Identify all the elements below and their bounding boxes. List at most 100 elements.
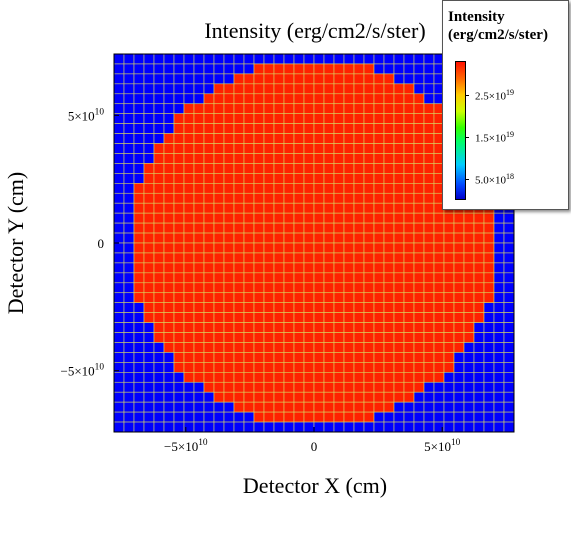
- y-tick-label: 5×1010: [68, 107, 105, 123]
- heatmap-cell: [333, 232, 345, 244]
- heatmap-cell: [193, 192, 205, 204]
- heatmap-cell: [183, 252, 195, 264]
- heatmap-cell: [473, 312, 485, 323]
- heatmap-cell: [313, 63, 325, 75]
- heatmap-cell: [363, 83, 375, 95]
- heatmap-cell: [363, 292, 375, 303]
- heatmap-cell: [253, 183, 265, 194]
- heatmap-cell: [293, 143, 305, 154]
- heatmap-cell: [273, 192, 285, 204]
- heatmap-cell: [313, 123, 325, 134]
- heatmap-cell: [473, 232, 485, 244]
- heatmap-cell: [313, 113, 325, 124]
- heatmap-cell: [473, 262, 485, 274]
- x-tick-label: 5×1010: [424, 438, 461, 454]
- heatmap-cell: [283, 93, 295, 105]
- heatmap-cell: [193, 83, 205, 95]
- heatmap-cell: [143, 332, 155, 343]
- heatmap-cell: [113, 53, 125, 65]
- heatmap-cell: [383, 411, 395, 423]
- heatmap-cell: [143, 173, 155, 184]
- heatmap-cell: [403, 322, 415, 333]
- heatmap-cell: [213, 113, 225, 124]
- heatmap-cell: [293, 83, 305, 95]
- heatmap-cell: [203, 391, 215, 403]
- heatmap-cell: [143, 93, 155, 105]
- heatmap-cell: [183, 302, 195, 313]
- heatmap-cell: [353, 63, 365, 75]
- heatmap-cell: [233, 163, 245, 174]
- heatmap-cell: [383, 421, 395, 433]
- heatmap-cell: [293, 411, 305, 423]
- heatmap-cell: [273, 103, 285, 114]
- heatmap-cell: [133, 113, 145, 124]
- heatmap-cell: [153, 411, 165, 423]
- heatmap-cell: [173, 202, 185, 214]
- heatmap-cell: [213, 202, 225, 214]
- heatmap-cell: [283, 252, 295, 264]
- heatmap-cell: [173, 103, 185, 114]
- heatmap-cell: [143, 372, 155, 383]
- heatmap-cell: [403, 391, 415, 403]
- heatmap-cell: [193, 312, 205, 323]
- heatmap-cell: [373, 322, 385, 333]
- heatmap-cell: [353, 202, 365, 214]
- heatmap-cell: [133, 103, 145, 114]
- heatmap-cell: [343, 381, 355, 393]
- heatmap-cell: [333, 362, 345, 373]
- heatmap-cell: [343, 242, 355, 254]
- heatmap-cell: [223, 332, 235, 343]
- heatmap-cell: [193, 391, 205, 403]
- x-axis-label: Detector X (cm): [243, 473, 387, 498]
- x-tick-label: −5×1010: [164, 438, 208, 454]
- heatmap-cell: [163, 391, 175, 403]
- heatmap-cell: [283, 421, 295, 433]
- heatmap-cell: [123, 381, 135, 393]
- heatmap-cell: [473, 212, 485, 224]
- heatmap-cell: [383, 391, 395, 403]
- heatmap-cell: [243, 113, 255, 124]
- heatmap-cell: [313, 322, 325, 333]
- heatmap-cell: [403, 302, 415, 313]
- heatmap-cell: [243, 173, 255, 184]
- heatmap-cell: [193, 222, 205, 234]
- heatmap-cell: [253, 262, 265, 274]
- heatmap-cell: [413, 232, 425, 244]
- heatmap-cell: [373, 312, 385, 323]
- chart-title: Intensity (erg/cm2/s/ster): [204, 18, 425, 43]
- heatmap-cell: [143, 401, 155, 413]
- heatmap-cell: [273, 352, 285, 363]
- heatmap-cell: [363, 362, 375, 373]
- heatmap-cell: [263, 192, 275, 204]
- heatmap-cell: [193, 411, 205, 423]
- heatmap-cell: [483, 411, 495, 423]
- heatmap-cell: [383, 272, 395, 284]
- heatmap-cell: [153, 302, 165, 313]
- heatmap-cell: [473, 372, 485, 383]
- heatmap-cell: [183, 322, 195, 333]
- heatmap-cell: [343, 83, 355, 95]
- heatmap-cell: [423, 143, 435, 154]
- heatmap-cell: [313, 133, 325, 144]
- heatmap-cell: [343, 103, 355, 114]
- heatmap-cell: [233, 53, 245, 65]
- heatmap-cell: [143, 302, 155, 313]
- heatmap-cell: [193, 272, 205, 284]
- heatmap-cell: [393, 153, 405, 164]
- heatmap-cell: [413, 173, 425, 184]
- heatmap-cell: [183, 362, 195, 373]
- heatmap-cell: [313, 93, 325, 105]
- heatmap-cell: [273, 372, 285, 383]
- heatmap-cell: [243, 63, 255, 75]
- heatmap-cell: [133, 173, 145, 184]
- heatmap-cell: [173, 401, 185, 413]
- heatmap-cell: [433, 312, 445, 323]
- heatmap-cell: [303, 242, 315, 254]
- heatmap-cell: [163, 292, 175, 303]
- heatmap-cell: [303, 232, 315, 244]
- heatmap-cell: [333, 53, 345, 65]
- heatmap-cell: [463, 372, 475, 383]
- heatmap-cell: [113, 73, 125, 85]
- x-axis-ticks: −5×1010 0 5×1010: [164, 427, 461, 454]
- heatmap-cell: [413, 411, 425, 423]
